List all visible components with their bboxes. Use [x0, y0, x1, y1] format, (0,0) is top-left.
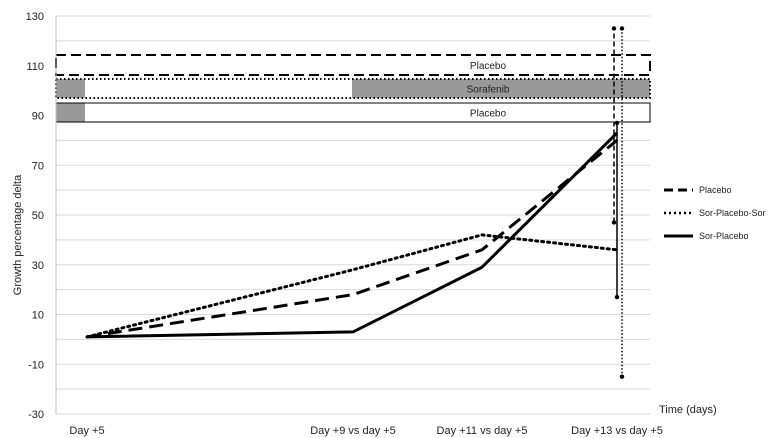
legend-label: Placebo	[699, 185, 732, 195]
y-tick-label: -10	[28, 359, 44, 371]
band-shade-start	[56, 103, 85, 122]
y-tick-label: 90	[32, 111, 44, 123]
y-tick-label: 30	[32, 260, 44, 272]
band-label: Placebo	[470, 61, 507, 72]
error-bar-cap	[619, 26, 625, 31]
legend: Placebo Sor-Placebo-Sor Sor-Placebo	[664, 185, 766, 241]
treatment-band: Placebo	[55, 102, 651, 123]
band-label: Placebo	[470, 109, 507, 120]
y-tick-label: 70	[32, 160, 44, 172]
error-bar-cap	[619, 374, 625, 379]
y-tick-label: -30	[28, 409, 44, 421]
x-tick-label: Day +13 vs day +5	[571, 425, 663, 437]
x-tick-label: Day +5	[69, 425, 104, 437]
x-axis-title: Time (days)	[659, 404, 717, 416]
band-label: Sorafenib	[467, 85, 510, 96]
legend-item: Placebo	[664, 185, 732, 195]
axes: Growth percentage delta Time (days) -30 -…	[12, 11, 717, 437]
band-shade-main	[352, 79, 650, 98]
band-background	[56, 55, 650, 75]
error-bar-cap	[614, 120, 620, 126]
y-tick-label: 50	[32, 210, 44, 222]
series-line	[85, 233, 619, 339]
series-line	[86, 139, 618, 339]
legend-label: Sor-Placebo-Sor	[699, 208, 766, 218]
x-tick-label: Day +9 vs day +5	[310, 425, 396, 437]
y-tick-label: 130	[26, 11, 44, 23]
error-bar-cap	[611, 220, 617, 225]
treatment-bands: Placebo Sorafenib Placebo	[55, 54, 651, 123]
band-shade-start	[56, 79, 85, 98]
treatment-band: Placebo	[55, 54, 651, 76]
band-background	[56, 103, 650, 122]
y-axis-title: Growth percentage delta	[12, 174, 24, 295]
legend-item: Sor-Placebo-Sor	[664, 208, 766, 218]
error-bar-cap	[614, 294, 620, 300]
x-tick-label: Day +11 vs day +5	[437, 425, 528, 437]
y-tick-label: 110	[26, 61, 44, 73]
error-bars	[611, 26, 625, 379]
legend-item: Sor-Placebo	[664, 231, 749, 241]
y-tick-label: 10	[32, 310, 44, 322]
series-lines	[85, 131, 619, 339]
legend-label: Sor-Placebo	[699, 231, 749, 241]
error-bar-cap	[611, 26, 617, 31]
treatment-band: Sorafenib	[55, 78, 651, 99]
series-line	[86, 131, 619, 339]
